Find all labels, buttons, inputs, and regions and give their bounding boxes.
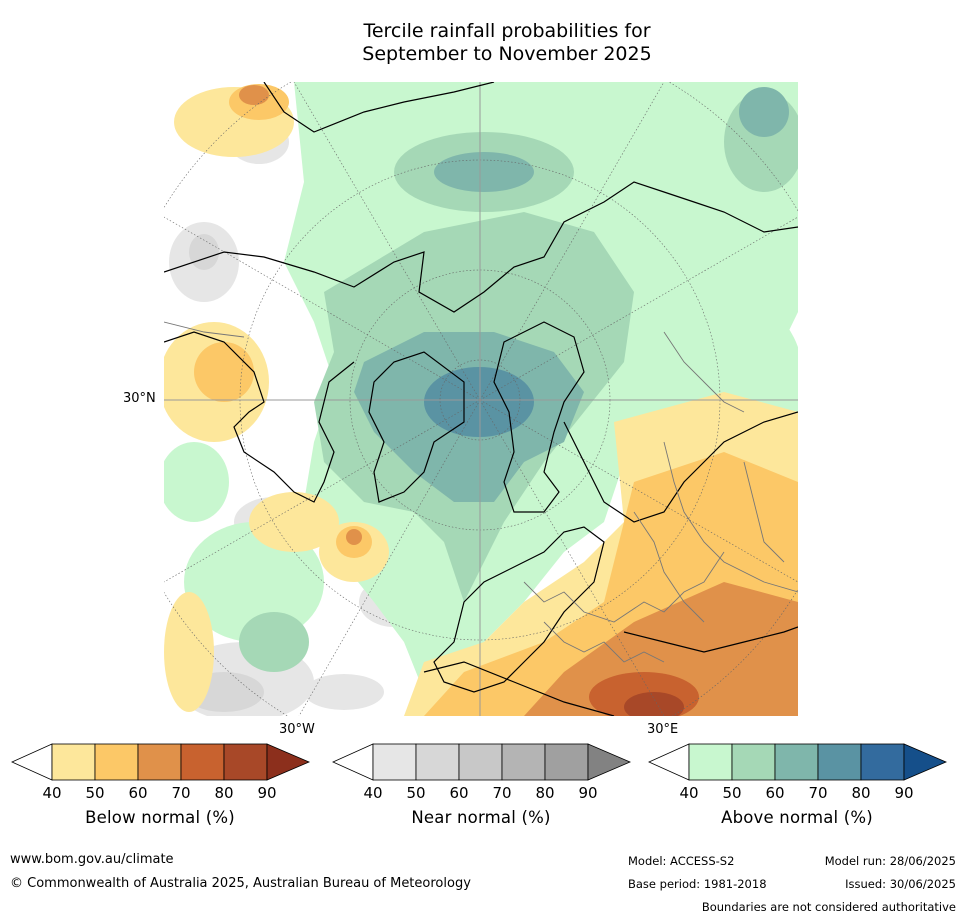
- colorbar-extend-low: [11, 743, 53, 781]
- colorbar-segment: [94, 743, 139, 781]
- colorbar-segment: [51, 743, 96, 781]
- title-line-2: September to November 2025: [362, 43, 652, 65]
- footer-model-run: Model run: 28/06/2025: [824, 854, 956, 868]
- colorbar-tick-label: 80: [851, 784, 871, 802]
- colorbar-segment: [817, 743, 862, 781]
- colorbar-segment: [774, 743, 819, 781]
- colorbar-svg-above-normal: [648, 743, 947, 781]
- country-boundaries: [164, 321, 798, 663]
- colorbar-segment: [137, 743, 182, 781]
- colorbar-tick-label: 60: [128, 784, 148, 802]
- colorbar-tick-label: 90: [257, 784, 277, 802]
- reference-lines: [164, 82, 798, 716]
- colorbar-title-near-normal: Near normal (%): [411, 808, 551, 827]
- footer-copyright: © Commonwealth of Australia 2025, Austra…: [10, 876, 471, 891]
- colorbar-tick-label: 70: [492, 784, 512, 802]
- colorbar-title-below-normal: Below normal (%): [85, 808, 235, 827]
- colorbar-segment: [180, 743, 225, 781]
- colorbar-segment: [731, 743, 776, 781]
- colorbar-segment: [544, 743, 589, 781]
- colorbar-segment: [458, 743, 503, 781]
- colorbar-tick-label: 80: [214, 784, 234, 802]
- colorbar-svg-below-normal: [11, 743, 310, 781]
- colorbar-tick-label: 40: [363, 784, 383, 802]
- colorbar-tick-label: 80: [535, 784, 555, 802]
- colorbar-tick-label: 50: [406, 784, 426, 802]
- colorbar-tick-label: 40: [679, 784, 699, 802]
- colorbar-segment: [688, 743, 733, 781]
- colorbar-segment: [372, 743, 417, 781]
- colorbar-tick-label: 90: [578, 784, 598, 802]
- footer-website: www.bom.gov.au/climate: [10, 852, 174, 867]
- latitude-label-30n: 30°N: [123, 391, 156, 406]
- colorbar-near-normal: Near normal (%) 40 50 60 70 80 90: [331, 743, 631, 843]
- colorbar-extend-low: [648, 743, 690, 781]
- footer-issued: Issued: 30/06/2025: [845, 877, 956, 891]
- colorbar-svg-near-normal: [332, 743, 631, 781]
- polar-map-canvas: [164, 82, 798, 716]
- longitude-label-30e: 30°E: [647, 722, 679, 737]
- colorbar-title-above-normal: Above normal (%): [721, 808, 873, 827]
- colorbar-extend-high: [266, 743, 310, 781]
- colorbar-tick-label: 50: [722, 784, 742, 802]
- probability-map: [164, 82, 798, 716]
- colorbar-segment: [860, 743, 905, 781]
- colorbar-below-normal: Below normal (%) 40 50 60 70 80 90: [10, 743, 310, 843]
- colorbar-tick-label: 90: [894, 784, 914, 802]
- colorbar-extend-high: [903, 743, 947, 781]
- colorbar-segment: [223, 743, 268, 781]
- colorbar-segment: [501, 743, 546, 781]
- colorbar-extend-high: [587, 743, 631, 781]
- title-line-1: Tercile rainfall probabilities for: [363, 20, 651, 42]
- colorbar-tick-label: 50: [85, 784, 105, 802]
- colorbar-tick-label: 60: [765, 784, 785, 802]
- colorbar-tick-label: 70: [171, 784, 191, 802]
- colorbar-tick-label: 40: [42, 784, 62, 802]
- map-title: Tercile rainfall probabilities for Septe…: [0, 20, 965, 66]
- colorbar-extend-low: [332, 743, 374, 781]
- footer-boundaries-note: Boundaries are not considered authoritat…: [701, 900, 956, 914]
- colorbar-above-normal: Above normal (%) 40 50 60 70 80 90: [647, 743, 947, 843]
- coastlines: [164, 82, 798, 716]
- footer-base-period: Base period: 1981-2018: [628, 877, 767, 891]
- longitude-label-30w: 30°W: [279, 722, 315, 737]
- colorbar-tick-label: 60: [449, 784, 469, 802]
- footer-model: Model: ACCESS-S2: [628, 854, 735, 868]
- colorbar-segment: [415, 743, 460, 781]
- above-normal-shading: [164, 82, 798, 702]
- colorbar-tick-label: 70: [808, 784, 828, 802]
